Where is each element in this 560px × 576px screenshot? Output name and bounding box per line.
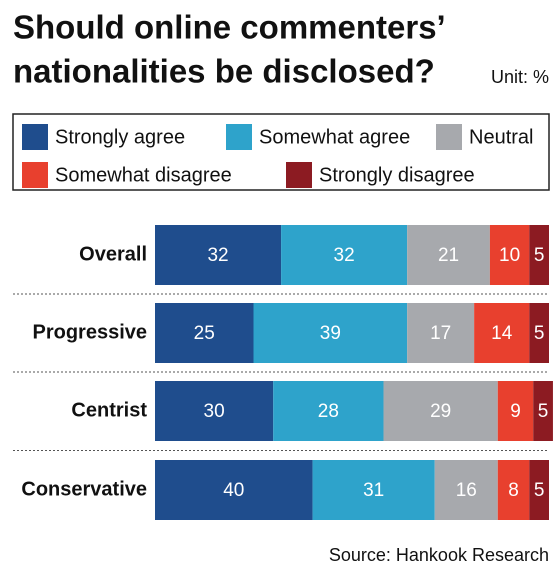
- bar-segment: [529, 460, 549, 520]
- value-label: 21: [438, 245, 459, 266]
- value-label: 5: [534, 323, 545, 344]
- value-label: 17: [430, 323, 451, 344]
- value-label: 5: [534, 245, 545, 266]
- bar-segment: [281, 225, 408, 285]
- value-label: 32: [207, 245, 228, 266]
- bar-segment: [434, 460, 498, 520]
- value-label: 9: [510, 401, 521, 422]
- category-label: Progressive: [32, 321, 147, 343]
- bar-segment: [489, 225, 530, 285]
- value-label: 39: [320, 323, 341, 344]
- legend-label: Somewhat agree: [259, 126, 410, 148]
- legend-swatch: [226, 124, 252, 150]
- bar-segment: [155, 225, 282, 285]
- value-label: 28: [318, 401, 339, 422]
- chart-title-line-1: Should online commenters’: [13, 9, 446, 46]
- legend-swatch: [286, 162, 312, 188]
- value-label: 8: [508, 480, 519, 501]
- legend-box: [12, 113, 550, 191]
- value-label: 32: [334, 245, 355, 266]
- value-label: 14: [491, 323, 513, 344]
- value-label: 25: [194, 323, 215, 344]
- value-label: 10: [499, 245, 520, 266]
- bar-segment: [383, 381, 498, 441]
- bar-segment: [497, 381, 534, 441]
- bar-segment: [407, 225, 490, 285]
- value-label: 5: [538, 401, 549, 422]
- category-label: Centrist: [71, 399, 147, 421]
- bar-segment: [253, 303, 408, 363]
- source: Source: Hankook Research: [329, 545, 549, 565]
- value-label: 16: [456, 480, 477, 501]
- bar-segment: [273, 381, 384, 441]
- value-label: 29: [430, 401, 451, 422]
- bar-segment: [529, 303, 549, 363]
- legend-label: Strongly disagree: [319, 164, 475, 186]
- bar-segment: [312, 460, 435, 520]
- category-label: Overall: [79, 243, 147, 265]
- bar-segment: [407, 303, 475, 363]
- bar-segment: [497, 460, 530, 520]
- bar-segment: [474, 303, 530, 363]
- value-label: 5: [534, 480, 545, 501]
- category-label: Conservative: [21, 478, 147, 500]
- legend-label: Somewhat disagree: [55, 164, 232, 186]
- value-label: 40: [223, 480, 244, 501]
- legend-swatch: [22, 162, 48, 188]
- bar-segment: [155, 460, 313, 520]
- legend-label: Neutral: [469, 126, 533, 148]
- bar-segment: [533, 381, 553, 441]
- unit-label: Unit: %: [491, 67, 549, 87]
- chart-title-line-2: nationalities be disclosed?: [13, 53, 435, 90]
- value-label: 31: [363, 480, 384, 501]
- bar-segment: [155, 381, 274, 441]
- bar-segment: [529, 225, 549, 285]
- bar-segment: [155, 303, 254, 363]
- legend-swatch: [22, 124, 48, 150]
- value-label: 30: [204, 401, 225, 422]
- legend-swatch: [436, 124, 462, 150]
- legend-label: Strongly agree: [55, 126, 185, 148]
